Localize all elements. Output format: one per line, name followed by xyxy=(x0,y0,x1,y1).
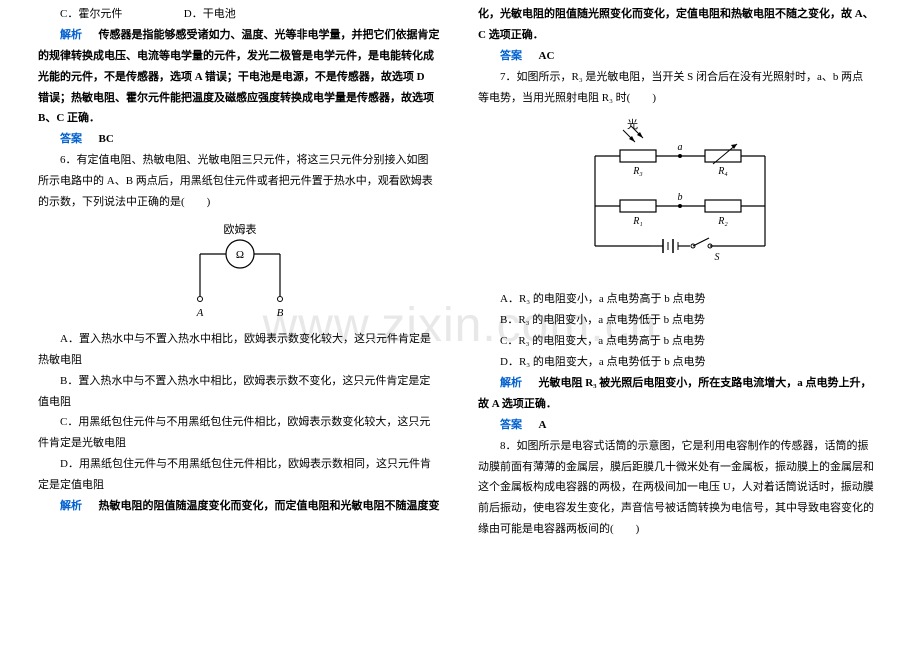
bridge-circuit: 光 R₃ R₄ a R₁ xyxy=(565,116,795,281)
analysis-label: 解析 xyxy=(60,500,82,512)
q7-text: 等电势，当用光照射电阻 R₃ 时( ) xyxy=(478,88,882,109)
q8-text: 8．如图所示是电容式话筒的示意图，它是利用电容制作的传感器，话筒的振 xyxy=(478,436,882,457)
analysis-text: 热敏电阻的阻值随温度变化而变化，而定值电阻和光敏电阻不随温度变 xyxy=(99,500,440,512)
answer-label: 答案 xyxy=(500,419,522,431)
ohm-symbol: Ω xyxy=(236,249,244,261)
analysis-line: 错误；热敏电阻、霍尔元件能把温度及磁感应强度转换成电学量是传感器，故选项 xyxy=(38,88,442,109)
analysis-line: 光能的元件，不是传感器，选项 A 错误；干电池是电源，不是传感器，故选项 D xyxy=(38,67,442,88)
option-d: D．干电池 xyxy=(184,8,236,20)
q7-option-b: B．R₃ 的电阻变小，a 点电势低于 b 点电势 xyxy=(478,310,882,331)
light-label: 光 xyxy=(627,117,638,131)
analysis-cont: C 选项正确． xyxy=(478,25,882,46)
content-columns: C．霍尔元件 D．干电池 解析 传感器是指能够感受诸如力、温度、光等非电学量，并… xyxy=(0,0,920,544)
analysis-line: 的规律转换成电压、电流等电学量的元件，发光二极管是电学元件，是电能转化成 xyxy=(38,46,442,67)
answer-block: 答案 AC xyxy=(478,46,882,67)
q6-text: 6．有定值电阻、热敏电阻、光敏电阻三只元件，将这三只元件分别接入如图 xyxy=(38,150,442,171)
left-column: C．霍尔元件 D．干电池 解析 传感器是指能够感受诸如力、温度、光等非电学量，并… xyxy=(20,4,460,540)
q7-analysis: 故 A 选项正确． xyxy=(478,394,882,415)
option-c: C．霍尔元件 xyxy=(38,4,181,25)
q6-text: 的示数，下列说法中正确的是( ) xyxy=(38,192,442,213)
q6-text: 所示电路中的 A、B 两点后，用黑纸包住元件或者把元件置于热水中，观看欧姆表 xyxy=(38,171,442,192)
option-row: C．霍尔元件 D．干电池 xyxy=(38,4,442,25)
right-column: 化，光敏电阻的阻值随光照变化而变化，定值电阻和热敏电阻不随之变化，故 A、 C … xyxy=(460,4,900,540)
q6-option-c: C．用黑纸包住元件与不用黑纸包住元件相比，欧姆表示数变化较大，这只元 xyxy=(38,412,442,433)
ohm-label: 欧姆表 xyxy=(224,222,257,236)
r1-label: R₁ xyxy=(632,216,643,227)
node-b-label: B xyxy=(277,307,284,319)
q8-text: 缘由可能是电容器两板间的( ) xyxy=(478,519,882,540)
analysis-line: B、C 正确． xyxy=(38,108,442,129)
q6-option-d: D．用黑纸包住元件与不用黑纸包住元件相比，欧姆表示数相同，这只元件肯 xyxy=(38,454,442,475)
q7-option-c: C．R₃ 的电阻变大，a 点电势高于 b 点电势 xyxy=(478,331,882,352)
analysis-label: 解析 xyxy=(500,377,522,389)
q7-option-d: D．R₃ 的电阻变大，a 点电势低于 b 点电势 xyxy=(478,352,882,373)
q8-text: 这个金属板构成电容器的两极，在两极间加一电压 U，人对着话筒说话时，振动膜 xyxy=(478,477,882,498)
node-a: a xyxy=(678,142,683,153)
ohm-meter-circuit: 欧姆表 Ω A B xyxy=(170,221,310,321)
analysis-label: 解析 xyxy=(60,29,82,41)
q6-option-b: 值电阻 xyxy=(38,392,442,413)
answer-label: 答案 xyxy=(60,133,82,145)
q6-option-c: 件肯定是光敏电阻 xyxy=(38,433,442,454)
answer-text: AC xyxy=(539,50,555,62)
q7-option-a: A．R₃ 的电阻变小，a 点电势高于 b 点电势 xyxy=(478,289,882,310)
answer-block: 答案 BC xyxy=(38,129,442,150)
r4-label: R₄ xyxy=(717,166,728,177)
q7-text: 7．如图所示，R₃ 是光敏电阻，当开关 S 闭合后在没有光照射时，a、b 两点 xyxy=(478,67,882,88)
q6-option-a: 热敏电阻 xyxy=(38,350,442,371)
q6-analysis: 解析 热敏电阻的阻值随温度变化而变化，而定值电阻和光敏电阻不随温度变 xyxy=(38,496,442,517)
analysis-text: 光敏电阻 R₃ 被光照后电阻变小，所在支路电流增大，a 点电势上升， xyxy=(539,377,872,389)
q6-option-a: A．置入热水中与不置入热水中相比，欧姆表示数变化较大，这只元件肯定是 xyxy=(38,329,442,350)
switch-label: S xyxy=(715,252,720,263)
answer-text: BC xyxy=(99,133,114,145)
q6-option-d: 定是定值电阻 xyxy=(38,475,442,496)
r2-label: R₂ xyxy=(717,216,728,227)
answer-text: A xyxy=(539,419,547,431)
node-a-label: A xyxy=(196,307,204,319)
q8-text: 前后振动，使电容发生变化，声音信号被话筒转换为电信号，其中导致电容变化的 xyxy=(478,498,882,519)
analysis-text: 传感器是指能够感受诸如力、温度、光等非电学量，并把它们依据肯定 xyxy=(99,29,440,41)
r3-label: R₃ xyxy=(632,166,643,177)
analysis-cont: 化，光敏电阻的阻值随光照变化而变化，定值电阻和热敏电阻不随之变化，故 A、 xyxy=(478,4,882,25)
q7-analysis: 解析 光敏电阻 R₃ 被光照后电阻变小，所在支路电流增大，a 点电势上升， xyxy=(478,373,882,394)
node-b: b xyxy=(678,192,683,203)
q7-answer: 答案 A xyxy=(478,415,882,436)
analysis-block: 解析 传感器是指能够感受诸如力、温度、光等非电学量，并把它们依据肯定 xyxy=(38,25,442,46)
q8-text: 动膜前面有薄薄的金属层，膜后距膜几十微米处有一金属板，振动膜上的金属层和 xyxy=(478,457,882,478)
answer-label: 答案 xyxy=(500,50,522,62)
q6-option-b: B．置入热水中与不置入热水中相比，欧姆表示数不变化，这只元件肯定是定 xyxy=(38,371,442,392)
